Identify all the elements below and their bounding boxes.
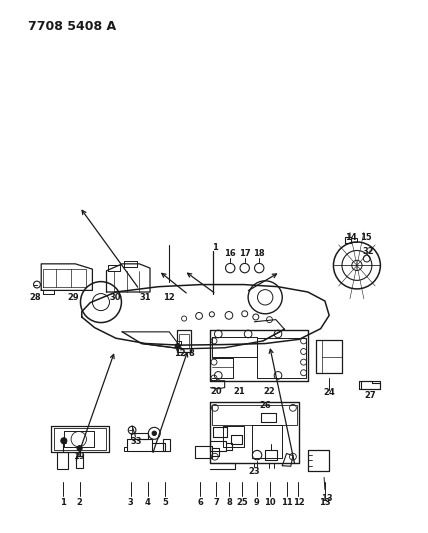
Text: 19: 19 [73, 452, 85, 461]
Circle shape [152, 431, 156, 435]
Text: 5: 5 [162, 498, 168, 507]
Text: 3: 3 [128, 498, 134, 507]
Bar [177, 330, 191, 351]
Text: 21: 21 [234, 387, 246, 396]
Text: 7708 5408 A: 7708 5408 A [28, 20, 116, 33]
Text: 13: 13 [319, 498, 331, 507]
Text: 29: 29 [67, 293, 79, 302]
Text: 32: 32 [363, 247, 374, 256]
Text: 9: 9 [254, 498, 259, 507]
Text: 18: 18 [253, 249, 265, 259]
Text: 10: 10 [265, 498, 276, 507]
Text: 12: 12 [174, 349, 186, 358]
Circle shape [175, 344, 180, 349]
Circle shape [61, 438, 67, 444]
Text: 14: 14 [345, 233, 357, 242]
Text: 12: 12 [293, 498, 304, 507]
Text: 12: 12 [163, 293, 175, 302]
Text: 25: 25 [236, 498, 248, 507]
Text: 17: 17 [239, 249, 250, 259]
Bar [163, 439, 169, 451]
Bar [179, 334, 189, 348]
Text: 16: 16 [224, 249, 236, 259]
Text: 28: 28 [30, 293, 42, 302]
Text: 24: 24 [323, 389, 335, 398]
Text: 31: 31 [139, 293, 151, 302]
Bar [57, 451, 68, 469]
Circle shape [77, 446, 82, 451]
Text: 23: 23 [248, 466, 260, 475]
Text: 20: 20 [211, 387, 223, 396]
Text: 7: 7 [213, 498, 219, 507]
Text: 6: 6 [197, 498, 203, 507]
Text: 30: 30 [109, 293, 121, 302]
Bar [76, 456, 83, 469]
Text: 11: 11 [281, 498, 292, 507]
Text: 27: 27 [364, 391, 375, 400]
Text: 2: 2 [77, 498, 83, 507]
Text: 8: 8 [226, 498, 232, 507]
Ellipse shape [248, 281, 282, 314]
Text: 4: 4 [145, 498, 151, 507]
Text: 8: 8 [189, 349, 195, 358]
Text: 1: 1 [59, 498, 65, 507]
Text: 26: 26 [259, 401, 271, 410]
Text: 13: 13 [321, 494, 333, 503]
Text: 33: 33 [131, 437, 142, 446]
Text: 15: 15 [360, 233, 372, 242]
Text: 22: 22 [264, 387, 275, 396]
Text: 1: 1 [212, 243, 218, 252]
